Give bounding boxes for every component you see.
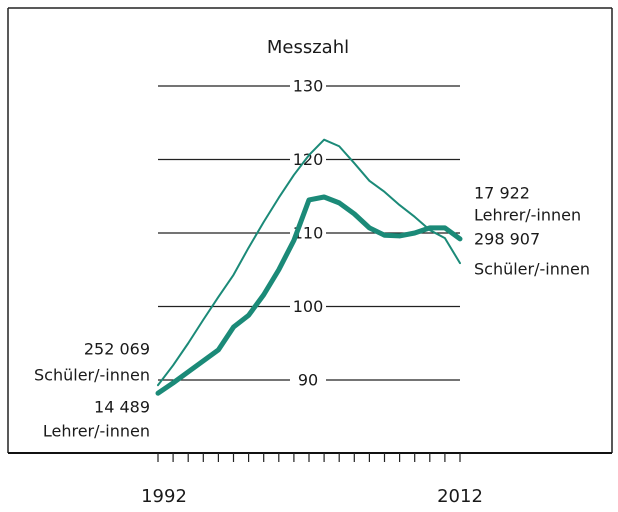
series-line — [157, 138, 461, 387]
series-name: Lehrer/-innen — [43, 422, 150, 441]
x-tick-label: 2012 — [437, 486, 483, 507]
start-label: 252 069 — [84, 340, 150, 359]
series-name: Schüler/-innen — [34, 366, 150, 385]
tick-label-bg — [290, 149, 326, 170]
series-line — [155, 194, 463, 396]
tick-label-bg — [290, 76, 326, 96]
tick-label-bg — [290, 370, 326, 390]
x-tick-label: 1992 — [141, 486, 187, 507]
tick-label-bg — [290, 296, 326, 317]
y-tick-label: 90 — [298, 371, 318, 390]
y-tick-label: 120 — [293, 150, 324, 169]
y-tick-label: 130 — [293, 77, 324, 96]
series-name: Schüler/-innen — [474, 260, 590, 279]
end-label: 298 907 — [474, 230, 540, 249]
end-label: 17 922 — [474, 184, 530, 203]
start-label: 14 489 — [94, 398, 150, 417]
series-name: Lehrer/-innen — [474, 206, 581, 225]
y-tick-label: 100 — [293, 297, 324, 316]
chart-title: Messzahl — [267, 37, 349, 58]
